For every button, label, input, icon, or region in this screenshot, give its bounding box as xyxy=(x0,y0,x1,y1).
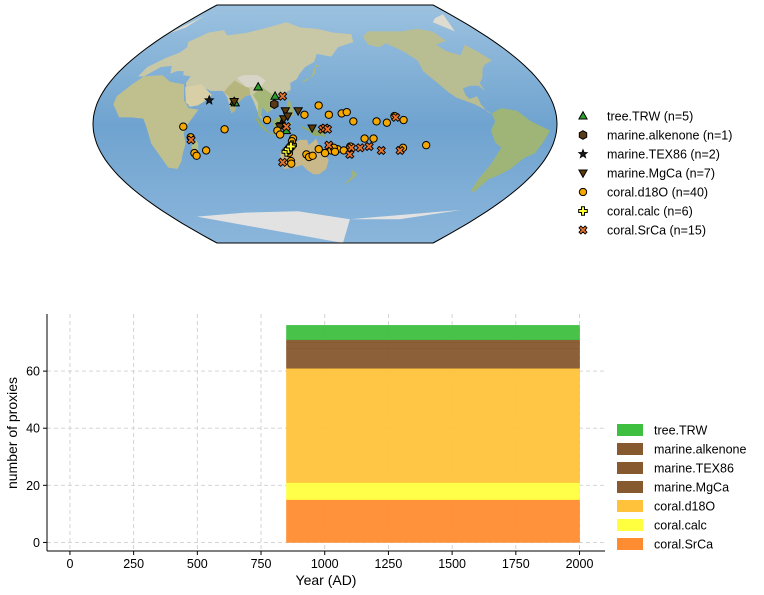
x-tick-label: 750 xyxy=(251,557,272,571)
site-coral-d18O xyxy=(331,148,338,155)
site-coral-d18O xyxy=(202,147,209,154)
site-coral-d18O xyxy=(423,142,430,149)
map-legend-marker-2 xyxy=(579,150,588,158)
site-coral-d18O xyxy=(350,118,357,125)
area-coral-calc xyxy=(287,482,580,499)
proxy-map xyxy=(80,0,570,250)
chart-legend-label: marine.MgCa xyxy=(654,481,729,495)
site-coral-d18O xyxy=(315,102,322,109)
y-tick-label: 60 xyxy=(26,365,40,379)
y-tick-label: 20 xyxy=(26,479,40,493)
site-coral-d18O xyxy=(400,116,407,123)
chart-legend-label: tree.TRW xyxy=(654,424,707,438)
y-tick-label: 0 xyxy=(33,536,40,550)
chart-legend-label: coral.d18O xyxy=(654,500,715,514)
x-tick-label: 2000 xyxy=(566,557,594,571)
site-coral-d18O xyxy=(361,135,368,142)
x-axis-label: Year (AD) xyxy=(296,572,357,588)
site-coral-d18O xyxy=(221,126,228,133)
chart-legend-swatch xyxy=(617,519,643,531)
site-coral-d18O xyxy=(321,149,328,156)
chart-legend-label: coral.calc xyxy=(654,519,707,533)
area-marine-alkenone xyxy=(287,340,580,343)
site-coral-d18O xyxy=(288,160,295,167)
x-tick-label: 500 xyxy=(187,557,208,571)
map-legend-label: coral.calc (n=6) xyxy=(607,205,693,219)
chart-legend-label: marine.alkenone xyxy=(654,443,746,457)
map-legend-marker-1 xyxy=(579,131,586,140)
chart-legend-swatch xyxy=(617,424,643,436)
area-marine-TEX86 xyxy=(287,343,580,349)
site-coral-d18O xyxy=(263,116,270,123)
chart-legend-label: coral.SrCa xyxy=(654,538,713,552)
site-coral-d18O xyxy=(193,152,200,159)
x-tick-label: 250 xyxy=(123,557,144,571)
site-coral-d18O xyxy=(180,123,187,130)
map-legend: tree.TRW (n=5) marine.alkenone (n=1) marin… xyxy=(579,110,733,238)
chart-legend-swatch xyxy=(617,538,643,550)
chart-legend: tree.TRW marine.alkenone marine.TEX86 marin… xyxy=(617,424,746,552)
site-coral-d18O xyxy=(373,118,380,125)
chart-legend-swatch xyxy=(617,462,643,474)
x-tick-label: 1250 xyxy=(375,557,403,571)
area-marine-MgCa xyxy=(287,348,580,368)
map-legend-marker-4 xyxy=(579,188,586,195)
chart-legend-swatch xyxy=(617,500,643,512)
map-legend-label: coral.SrCa (n=15) xyxy=(607,224,706,238)
area-tree-TRW xyxy=(287,325,580,339)
map-legend-marker-0 xyxy=(579,112,587,119)
area-coral-d18O xyxy=(287,368,580,482)
map-legend-label: marine.MgCa (n=7) xyxy=(607,167,715,181)
site-coral-d18O xyxy=(276,131,283,138)
map-legend-marker-3 xyxy=(579,170,587,177)
map-legend-label: coral.d18O (n=40) xyxy=(607,186,708,200)
site-marine-alkenone xyxy=(271,100,278,109)
chart-legend-swatch xyxy=(617,443,643,455)
map-legend-label: tree.TRW (n=5) xyxy=(607,110,693,124)
x-tick-label: 1500 xyxy=(438,557,466,571)
x-tick-label: 1000 xyxy=(311,557,339,571)
proxy-count-chart: 0 250 500 750 1000 1250 1500 1750 2000 0 20 40 60 Ye… xyxy=(4,314,605,588)
site-coral-d18O xyxy=(309,152,316,159)
chart-legend-swatch xyxy=(617,481,643,493)
map-legend-label: marine.TEX86 (n=2) xyxy=(607,148,720,162)
map-legend-label: marine.alkenone (n=1) xyxy=(607,129,732,143)
site-coral-d18O xyxy=(325,111,332,118)
site-coral-d18O xyxy=(370,135,377,142)
chart-legend-label: marine.TEX86 xyxy=(654,462,734,476)
map-legend-marker-6 xyxy=(579,226,587,234)
map-legend-marker-5 xyxy=(579,207,588,216)
area-coral-SrCa xyxy=(287,500,580,543)
site-coral-d18O xyxy=(383,119,390,126)
x-tick-label: 0 xyxy=(66,557,73,571)
stacked-areas xyxy=(287,325,580,542)
site-coral-d18O xyxy=(301,111,308,118)
y-axis-label: number of proxies xyxy=(4,377,20,489)
x-tick-label: 1750 xyxy=(502,557,530,571)
y-tick-label: 40 xyxy=(26,422,40,436)
site-coral-d18O xyxy=(343,108,350,115)
